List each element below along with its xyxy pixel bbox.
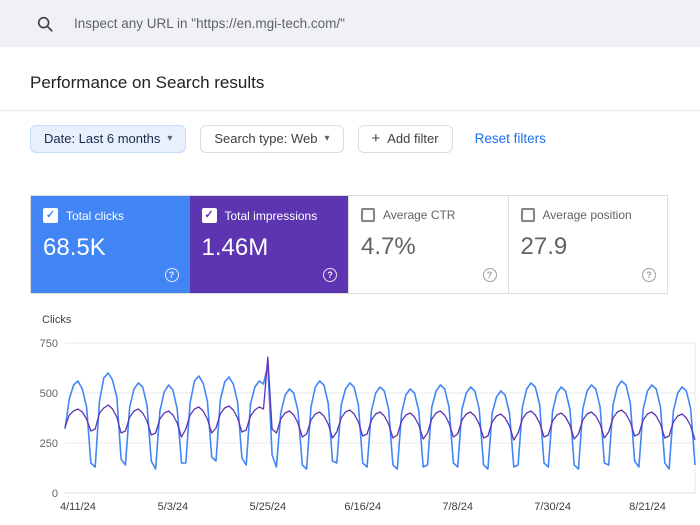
add-filter-label: Add filter: [387, 131, 439, 146]
metric-card-average-position[interactable]: Average position 27.9 ?: [507, 196, 667, 293]
metric-card-total-impressions[interactable]: ✓ Total impressions 1.46M ?: [189, 196, 348, 293]
reset-filters-link[interactable]: Reset filters: [474, 131, 546, 146]
svg-text:4/11/24: 4/11/24: [60, 501, 96, 513]
metric-value: 27.9: [520, 233, 568, 260]
svg-text:8/21/24: 8/21/24: [629, 501, 666, 513]
search-icon: [37, 16, 53, 32]
page-header: Performance on Search results: [0, 47, 700, 111]
chart-y-axis-title: Clicks: [42, 314, 72, 326]
search-type-label: Search type: Web: [214, 131, 318, 146]
metric-value: 4.7%: [361, 233, 416, 260]
svg-text:750: 750: [40, 338, 58, 350]
url-inspect-input[interactable]: [74, 16, 700, 31]
total-clicks-checkbox[interactable]: ✓: [43, 208, 58, 223]
svg-text:500: 500: [40, 388, 58, 400]
page-title: Performance on Search results: [30, 73, 265, 92]
average-position-checkbox[interactable]: [520, 208, 535, 222]
svg-text:6/16/24: 6/16/24: [344, 501, 381, 513]
top-search-bar: [0, 0, 700, 47]
metric-label: Total clicks: [66, 208, 125, 223]
chevron-down-icon: ▾: [324, 132, 330, 144]
help-icon[interactable]: ?: [482, 268, 497, 282]
svg-text:7/30/24: 7/30/24: [534, 501, 571, 513]
svg-text:7/8/24: 7/8/24: [442, 501, 473, 513]
filter-bar: Date: Last 6 months ▾ Search type: Web ▾…: [0, 111, 700, 153]
performance-chart: Clicks 0 250 500 750 4/11/24 5/3/24 5/25/24 6/1…: [0, 314, 700, 521]
metric-value: 1.46M: [201, 234, 269, 261]
help-icon[interactable]: ?: [642, 268, 656, 282]
help-icon[interactable]: ?: [164, 268, 179, 282]
clicks-impressions-line-chart[interactable]: 0 250 500 750 4/11/24 5/3/24 5/25/24 6/16/24 7/8…: [0, 329, 700, 521]
metric-card-average-ctr[interactable]: Average CTR 4.7% ?: [348, 196, 508, 293]
date-filter-label: Date: Last 6 months: [44, 131, 161, 146]
average-ctr-checkbox[interactable]: [361, 208, 375, 222]
add-filter-chip[interactable]: + Add filter: [357, 124, 453, 153]
svg-text:250: 250: [40, 438, 58, 450]
plus-icon: +: [371, 130, 381, 147]
metric-label: Total impressions: [224, 208, 318, 223]
metric-value: 68.5K: [43, 234, 106, 261]
svg-text:0: 0: [52, 488, 58, 500]
svg-text:5/3/24: 5/3/24: [158, 501, 189, 513]
date-filter-chip[interactable]: Date: Last 6 months ▾: [30, 124, 187, 153]
svg-text:5/25/24: 5/25/24: [249, 501, 286, 513]
search-type-filter-chip[interactable]: Search type: Web ▾: [200, 124, 344, 153]
metric-card-total-clicks[interactable]: ✓ Total clicks 68.5K ?: [31, 196, 190, 293]
metric-cards: ✓ Total clicks 68.5K ? ✓ Total impressio…: [30, 195, 668, 294]
total-impressions-checkbox[interactable]: ✓: [201, 208, 217, 223]
metric-label: Average position: [542, 208, 632, 222]
metric-label: Average CTR: [383, 208, 456, 222]
help-icon[interactable]: ?: [323, 268, 337, 282]
chevron-down-icon: ▾: [167, 132, 173, 144]
